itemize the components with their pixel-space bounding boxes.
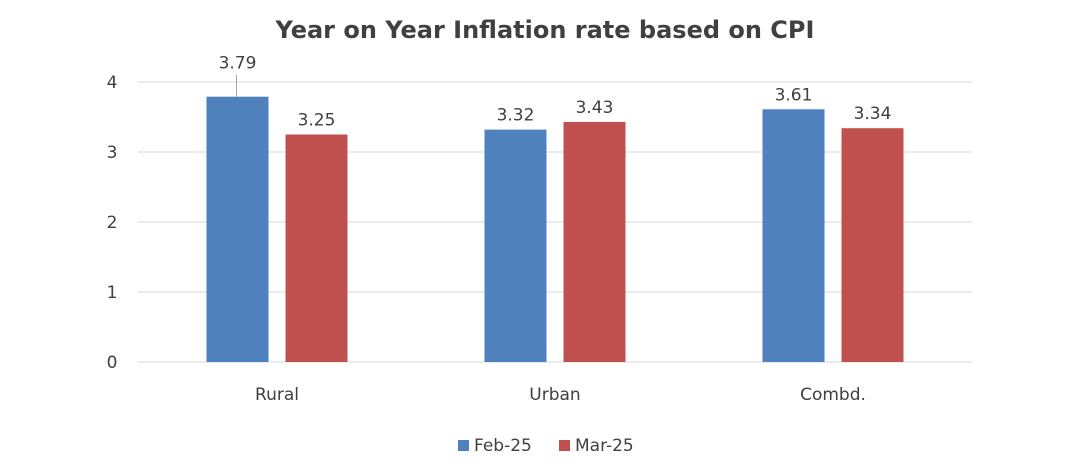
x-category-label: Rural — [255, 385, 299, 405]
bar — [841, 128, 904, 362]
bar — [762, 109, 825, 362]
data-labels: 3.79 3.25 3.32 3.43 3.61 3.34 — [219, 54, 892, 131]
legend-label: Feb-25 — [474, 436, 532, 456]
x-axis-categories: Rural Urban Combd. — [255, 385, 866, 405]
bar — [484, 129, 547, 362]
data-label: 3.34 — [854, 104, 892, 124]
data-label: 3.25 — [298, 111, 336, 131]
y-tick-label: 3 — [107, 143, 118, 163]
y-tick-label: 4 — [107, 73, 118, 93]
grid-lines — [138, 81, 972, 363]
legend: Feb-25 Mar-25 — [458, 436, 634, 456]
data-label: 3.79 — [219, 54, 257, 74]
y-tick-label: 2 — [107, 213, 118, 233]
x-category-label: Combd. — [800, 385, 866, 405]
x-category-label: Urban — [529, 385, 580, 405]
legend-swatch — [458, 440, 469, 451]
legend-swatch — [559, 440, 570, 451]
data-label: 3.43 — [576, 98, 614, 118]
y-axis-ticks: 0 1 2 3 4 — [107, 73, 118, 373]
legend-label: Mar-25 — [575, 436, 634, 456]
bar — [285, 134, 348, 362]
data-label: 3.32 — [497, 106, 535, 126]
chart-title: Year on Year Inflation rate based on CPI — [275, 16, 815, 44]
y-tick-label: 0 — [107, 353, 118, 373]
y-tick-label: 1 — [107, 283, 118, 303]
bar — [563, 121, 626, 363]
bar — [206, 96, 269, 362]
bars — [206, 96, 904, 363]
data-label: 3.61 — [775, 85, 813, 105]
